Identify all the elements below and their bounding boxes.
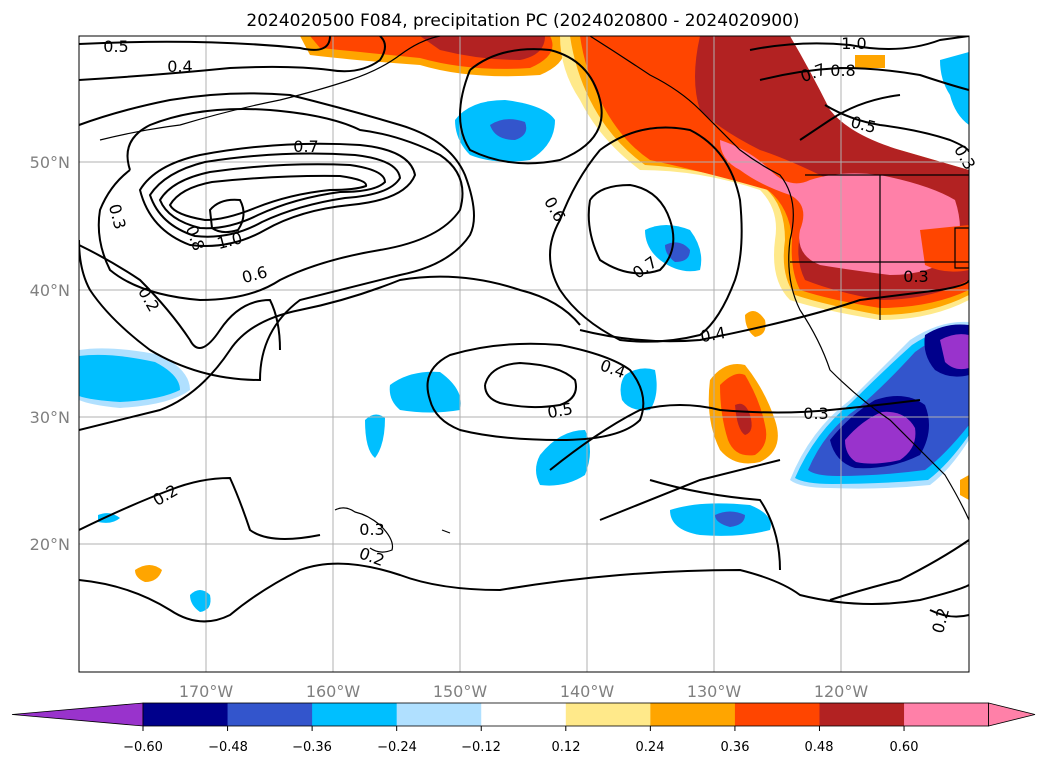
colorbar-tick-label: −0.36 xyxy=(292,740,332,755)
contour-label: 0.5 xyxy=(103,37,128,56)
colorbar-ticks: −0.60 −0.48 −0.36 −0.24 −0.12 0.12 0.24 … xyxy=(123,740,918,755)
colorbar-segment xyxy=(396,703,482,726)
lat-label: 50°N xyxy=(30,153,70,172)
colorbar-segment xyxy=(312,703,398,726)
lon-label: 150°W xyxy=(433,682,488,701)
colorbar-tick-label: 0.36 xyxy=(721,740,750,755)
contour-label: 0.8 xyxy=(830,61,855,80)
contour-label: 0.3 xyxy=(359,520,384,539)
contour-label: 0.4 xyxy=(699,323,727,346)
colorbar-segment xyxy=(734,703,820,726)
colorbar xyxy=(11,702,1036,731)
colorbar-tick-label: −0.60 xyxy=(123,740,163,755)
colorbar-tick-label: 0.60 xyxy=(890,740,919,755)
contour-label: 0.5 xyxy=(546,399,574,422)
lon-label: 130°W xyxy=(687,682,742,701)
contour-lines xyxy=(79,36,969,623)
contour-label: 0.7 xyxy=(293,137,318,156)
lat-label: 40°N xyxy=(30,281,70,300)
lon-label: 170°W xyxy=(179,682,234,701)
colorbar-segment xyxy=(650,703,736,726)
lat-label: 20°N xyxy=(30,535,70,554)
colorbar-tick-label: 0.12 xyxy=(552,740,581,755)
longitude-labels: 170°W 160°W 150°W 140°W 130°W 120°W xyxy=(179,682,869,701)
lon-label: 120°W xyxy=(814,682,869,701)
colorbar-tick-label: 0.24 xyxy=(636,740,665,755)
map-gridlines xyxy=(79,36,969,672)
map-title: 2024020500 F084, precipitation PC (20240… xyxy=(246,11,799,31)
lon-label: 140°W xyxy=(560,682,615,701)
colorbar-tick-label: 0.48 xyxy=(805,740,834,755)
colorbar-extend-low xyxy=(11,702,144,727)
colorbar-segment xyxy=(481,703,567,726)
contour-label: 0.3 xyxy=(803,404,828,423)
lat-label: 30°N xyxy=(30,408,70,427)
contour-label: 0.3 xyxy=(903,267,928,286)
coastlines xyxy=(99,36,969,553)
latitude-labels: 50°N 40°N 30°N 20°N xyxy=(30,153,70,554)
colorbar-segment xyxy=(904,703,990,726)
colorbar-tick-label: −0.48 xyxy=(208,740,248,755)
colorbar-tick-label: −0.24 xyxy=(377,740,417,755)
colorbar-extend-high xyxy=(988,702,1036,727)
colorbar-segment xyxy=(143,703,229,726)
colorbar-tick-label: −0.12 xyxy=(461,740,501,755)
colorbar-segment xyxy=(227,703,313,726)
map-frame xyxy=(78,35,970,673)
contour-label: 0.4 xyxy=(167,57,192,76)
colorbar-segment xyxy=(819,703,905,726)
contour-label: 1.0 xyxy=(841,34,866,53)
map-area xyxy=(79,36,969,672)
colorbar-segment xyxy=(565,703,651,726)
lon-label: 160°W xyxy=(306,682,361,701)
